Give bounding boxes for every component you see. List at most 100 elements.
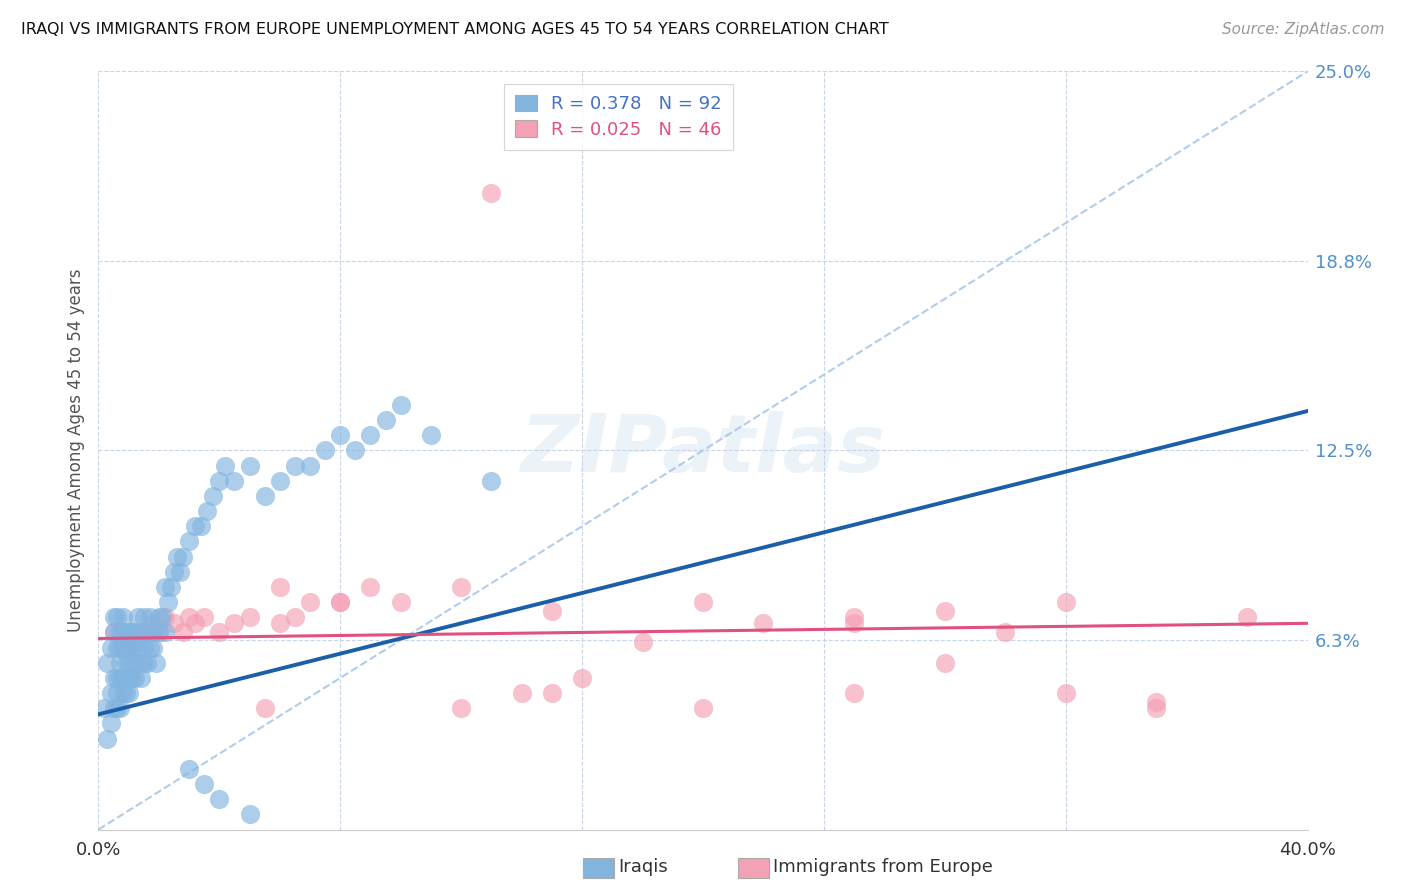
Point (108, 701, 131, 715)
Point (105, 701, 128, 715)
Point (179, 534, 201, 549)
Point (111, 671, 134, 685)
Point (135, 625, 157, 640)
Point (172, 625, 194, 640)
Point (142, 625, 165, 640)
Point (299, 595, 322, 609)
Point (111, 610, 134, 624)
Point (374, 413, 396, 427)
Point (132, 625, 155, 640)
Point (1144, 695, 1167, 709)
Point (111, 640, 134, 655)
Point (148, 610, 170, 624)
Y-axis label: Unemployment Among Ages 45 to 54 years: Unemployment Among Ages 45 to 54 years (66, 268, 84, 632)
Point (124, 634, 146, 648)
Point (184, 616, 207, 631)
Point (108, 625, 131, 640)
Point (450, 701, 472, 715)
Point (132, 640, 155, 655)
Point (934, 604, 956, 618)
Point (118, 671, 141, 685)
Point (169, 565, 191, 579)
Point (142, 616, 165, 631)
Point (692, 701, 714, 715)
Point (93, 701, 115, 715)
Point (1236, 610, 1258, 624)
Point (121, 671, 143, 685)
Point (129, 625, 152, 640)
Point (111, 640, 134, 655)
Point (329, 428, 352, 442)
Point (172, 549, 194, 564)
Point (114, 625, 136, 640)
Point (284, 458, 307, 473)
Point (195, 504, 218, 518)
Point (166, 549, 188, 564)
Text: ZIPatlas: ZIPatlas (520, 411, 886, 490)
Point (118, 686, 141, 700)
Point (202, 489, 225, 503)
Point (129, 656, 152, 670)
Point (389, 595, 412, 609)
Point (269, 616, 291, 631)
FancyBboxPatch shape (738, 858, 769, 878)
Point (163, 565, 186, 579)
Point (571, 671, 593, 685)
Point (114, 640, 136, 655)
Point (156, 595, 179, 609)
Point (96, 731, 118, 746)
Point (214, 458, 236, 473)
Point (100, 716, 122, 731)
Point (344, 443, 367, 458)
Point (208, 625, 231, 640)
Point (844, 610, 866, 624)
Point (239, 610, 262, 624)
Point (150, 610, 173, 624)
Point (269, 474, 291, 488)
Point (1054, 595, 1077, 609)
Point (121, 640, 143, 655)
Point (450, 580, 472, 594)
Point (103, 610, 125, 624)
Point (179, 610, 201, 624)
Text: Immigrants from Europe: Immigrants from Europe (773, 858, 993, 876)
Point (160, 580, 183, 594)
Point (118, 625, 141, 640)
Text: Iraqis: Iraqis (619, 858, 668, 876)
Point (224, 616, 246, 631)
Point (108, 656, 131, 670)
Point (360, 580, 382, 594)
Point (389, 398, 412, 412)
Point (153, 580, 176, 594)
Point (118, 640, 141, 655)
Point (284, 610, 307, 624)
Point (105, 610, 128, 624)
Point (145, 656, 167, 670)
Point (208, 792, 231, 806)
Point (127, 610, 149, 624)
Point (190, 519, 212, 533)
Point (193, 610, 215, 624)
FancyBboxPatch shape (583, 858, 614, 878)
Point (148, 625, 170, 640)
Point (124, 656, 146, 670)
Point (481, 474, 503, 488)
Point (934, 656, 956, 670)
Point (224, 474, 246, 488)
Point (132, 610, 155, 624)
Point (96, 656, 118, 670)
Point (114, 671, 136, 685)
Point (540, 604, 562, 618)
Point (103, 701, 125, 715)
Point (314, 443, 336, 458)
Point (844, 686, 866, 700)
Point (100, 640, 122, 655)
Point (132, 656, 155, 670)
Point (329, 595, 352, 609)
Point (100, 686, 122, 700)
Legend: R = 0.378   N = 92, R = 0.025   N = 46: R = 0.378 N = 92, R = 0.025 N = 46 (505, 84, 733, 150)
Point (239, 458, 262, 473)
Point (844, 616, 866, 631)
Point (692, 595, 714, 609)
Point (239, 807, 262, 822)
